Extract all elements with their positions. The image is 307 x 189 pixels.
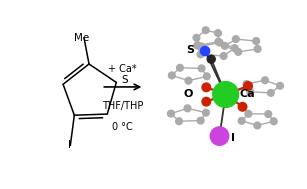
Circle shape	[197, 51, 204, 58]
Circle shape	[215, 30, 221, 36]
Circle shape	[203, 109, 209, 116]
Circle shape	[185, 77, 192, 84]
Circle shape	[277, 82, 283, 89]
Circle shape	[176, 118, 182, 125]
Text: THF/THP: THF/THP	[102, 101, 143, 111]
Text: S: S	[121, 75, 128, 85]
Circle shape	[270, 118, 277, 125]
Circle shape	[198, 65, 205, 72]
Circle shape	[210, 127, 229, 145]
Text: + Ca*: + Ca*	[108, 64, 137, 74]
Circle shape	[202, 83, 211, 92]
Text: Ca: Ca	[239, 89, 255, 98]
Text: S: S	[186, 45, 194, 55]
Circle shape	[232, 36, 239, 43]
Circle shape	[265, 111, 272, 117]
Circle shape	[220, 53, 227, 59]
Circle shape	[207, 55, 215, 63]
Circle shape	[238, 102, 247, 111]
Circle shape	[200, 46, 210, 56]
Circle shape	[184, 105, 191, 112]
Text: 0 °C: 0 °C	[112, 122, 133, 132]
Circle shape	[213, 82, 239, 107]
Circle shape	[202, 97, 211, 106]
Circle shape	[169, 72, 175, 79]
Circle shape	[247, 88, 254, 95]
Circle shape	[253, 38, 259, 44]
Circle shape	[254, 46, 261, 52]
Circle shape	[244, 82, 252, 90]
Circle shape	[245, 110, 252, 117]
Circle shape	[238, 117, 245, 124]
Text: I: I	[68, 140, 71, 150]
Circle shape	[243, 81, 250, 87]
Circle shape	[267, 90, 274, 96]
Text: O: O	[184, 89, 193, 98]
Circle shape	[168, 110, 174, 117]
Circle shape	[204, 73, 210, 80]
Circle shape	[198, 43, 204, 50]
Circle shape	[235, 49, 242, 55]
Circle shape	[262, 77, 268, 84]
Circle shape	[254, 122, 261, 129]
Circle shape	[216, 39, 223, 46]
Circle shape	[221, 43, 228, 49]
Circle shape	[193, 34, 200, 41]
Circle shape	[197, 117, 204, 124]
Circle shape	[215, 38, 222, 45]
Circle shape	[231, 45, 238, 51]
Text: I: I	[231, 133, 235, 143]
Circle shape	[202, 27, 209, 34]
Circle shape	[177, 64, 183, 71]
Circle shape	[194, 42, 201, 49]
Text: Me: Me	[74, 33, 90, 43]
